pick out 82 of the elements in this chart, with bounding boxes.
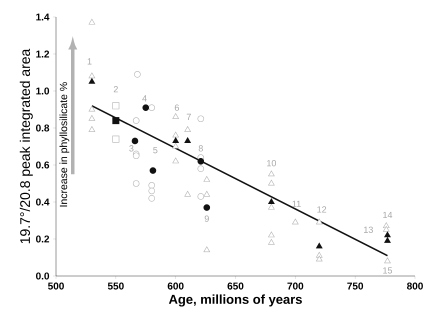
- point: [383, 226, 390, 232]
- x-tick-label: 800: [407, 282, 423, 290]
- point: [148, 188, 156, 194]
- x-tick-label: 550: [108, 282, 124, 290]
- y-tick-label: 0.2: [36, 235, 50, 243]
- annotation: 12: [317, 206, 326, 213]
- annotation: 6: [174, 104, 179, 111]
- point: [204, 190, 210, 197]
- annotation: 1: [88, 58, 92, 64]
- point: [197, 115, 204, 122]
- point: [268, 170, 275, 176]
- point: [204, 176, 210, 182]
- annotation: Increase in phyllosilicate %: [60, 82, 70, 206]
- point: [112, 117, 120, 124]
- point: [203, 204, 210, 211]
- point: [172, 142, 179, 148]
- point: [142, 104, 150, 111]
- point: [384, 237, 391, 243]
- y-tick-label: 1.2: [36, 50, 50, 58]
- y-tick-label: 1.0: [36, 87, 50, 95]
- point: [172, 132, 179, 138]
- point: [316, 242, 323, 248]
- y-tick-label: 0.4: [36, 198, 50, 206]
- point: [268, 204, 275, 210]
- point: [148, 195, 156, 202]
- point: [112, 136, 120, 143]
- point: [88, 115, 96, 121]
- annotation: 3: [129, 145, 134, 152]
- point: [184, 137, 191, 143]
- annotation: 13: [364, 226, 373, 233]
- point: [197, 193, 204, 200]
- x-tick-label: 700: [287, 282, 304, 290]
- point: [112, 102, 120, 110]
- point: [292, 218, 299, 224]
- y-axis-title: 19.7°/20.8 peak integrated area: [20, 48, 33, 244]
- point: [316, 218, 323, 224]
- point: [384, 232, 391, 238]
- annotation: 5: [153, 147, 158, 154]
- point: [88, 18, 96, 25]
- x-tick-label: 750: [347, 282, 364, 290]
- annotation: 4: [142, 95, 147, 102]
- annotation: 7: [186, 114, 191, 120]
- point: [204, 246, 210, 252]
- annotation: 2: [114, 86, 118, 92]
- x-tick-label: 650: [228, 282, 244, 290]
- point: [268, 239, 275, 245]
- point: [150, 167, 156, 174]
- y-tick-label: 0.8: [36, 124, 50, 132]
- annotation: 11: [292, 200, 301, 207]
- point: [172, 137, 179, 143]
- x-axis-title: Age, millions of years: [168, 294, 302, 307]
- point: [316, 256, 323, 262]
- point: [172, 158, 179, 164]
- point: [268, 232, 275, 238]
- point: [197, 165, 204, 172]
- point: [134, 71, 141, 78]
- point: [132, 180, 140, 187]
- point: [132, 117, 140, 124]
- annotation: 15: [383, 267, 392, 274]
- point: [197, 158, 204, 165]
- annotation: 14: [383, 212, 392, 218]
- point: [268, 198, 275, 204]
- x-tick-label: 600: [168, 282, 184, 290]
- point: [384, 258, 391, 264]
- annotation: 8: [198, 145, 203, 152]
- point: [132, 138, 138, 144]
- point: [88, 72, 96, 78]
- point: [148, 182, 156, 189]
- point: [148, 104, 156, 111]
- point: [88, 78, 96, 84]
- point: [268, 180, 275, 186]
- y-tick-label: 0.0: [36, 272, 50, 280]
- annotation: 9: [204, 215, 209, 222]
- point: [184, 126, 191, 132]
- point: [172, 113, 179, 119]
- y-tick-label: 1.4: [36, 14, 50, 20]
- point: [88, 126, 96, 132]
- x-tick-label: 500: [48, 282, 64, 290]
- point: [88, 106, 96, 112]
- y-tick-label: 0.6: [36, 161, 50, 169]
- annotation: 10: [267, 160, 276, 166]
- point: [184, 190, 191, 197]
